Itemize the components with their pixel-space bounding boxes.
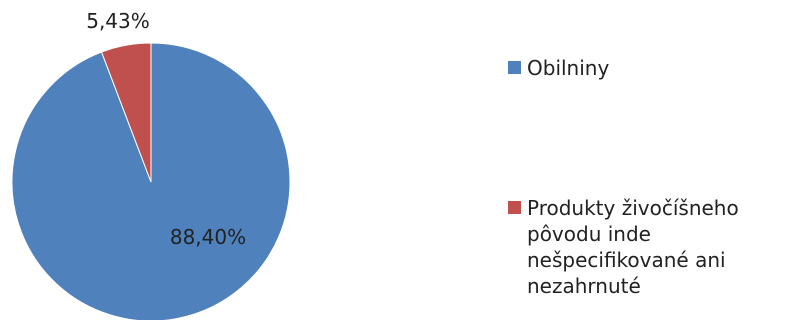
legend-label-obilniny: Obilniny: [527, 56, 610, 80]
legend-swatch-obilniny: [508, 61, 521, 74]
legend-item-obilniny: Obilniny: [508, 55, 797, 81]
chart-legend: Obilniny Produkty živočíšneho pôvodu ind…: [508, 0, 801, 320]
data-label-produkty: 5,43%: [86, 9, 150, 33]
pie-slice-obilniny: [11, 42, 291, 320]
data-label-obilniny: 88,40%: [170, 225, 246, 249]
legend-label-produkty: Produkty živočíšneho pôvodu inde nešpeci…: [527, 196, 739, 298]
pie-slice-produkty-zivocisneho-povodu: [100, 42, 152, 183]
legend-swatch-produkty: [508, 201, 521, 214]
legend-item-produkty: Produkty živočíšneho pôvodu inde nešpeci…: [508, 195, 797, 299]
